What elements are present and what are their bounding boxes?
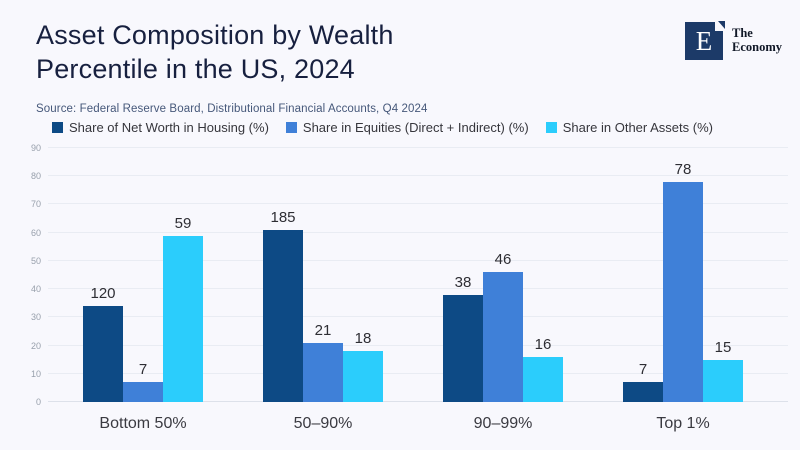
bar-cluster: 185 21 18	[263, 209, 383, 402]
bar-value-label: 46	[494, 251, 512, 269]
bar-group: 7 78 15	[593, 148, 773, 402]
bar-unit: 185	[263, 209, 303, 402]
bar-value-label: 21	[314, 321, 332, 339]
gridline	[48, 175, 788, 177]
bar	[343, 351, 383, 402]
y-tick-label: 70	[30, 199, 41, 210]
y-tick-label: 0	[35, 397, 41, 407]
bar-value-label: 78	[674, 160, 692, 178]
page-title-line2: Percentile in the US, 2024	[36, 54, 355, 84]
bar-unit: 16	[523, 336, 563, 402]
bar	[263, 229, 303, 402]
bar-group: 120 7 59	[53, 148, 233, 402]
bar	[663, 181, 703, 402]
bars-layer: 120 7 59 185 21 18 38 46 16 7 78 15	[53, 148, 773, 402]
bar-value-label: 15	[714, 338, 732, 356]
x-axis-label: Bottom 50%	[99, 415, 187, 432]
y-tick-label: 30	[30, 312, 41, 323]
bar-unit: 7	[623, 361, 663, 402]
source-note: Source: Federal Reserve Board, Distribut…	[36, 103, 428, 115]
legend-item: Share of Net Worth in Housing (%)	[52, 120, 269, 135]
y-tick-label: 20	[30, 340, 41, 351]
y-tick-label: 40	[30, 284, 41, 295]
logo-wordmark: The Economy	[732, 22, 782, 60]
gridline	[48, 344, 788, 346]
x-axis-label: Top 1%	[656, 415, 710, 432]
legend-label: Share in Equities (Direct + Indirect) (%…	[302, 120, 529, 135]
legend-item: Share in Other Assets (%)	[545, 120, 713, 135]
x-axis-label: 90–99%	[473, 415, 533, 432]
x-axis-label: 50–90%	[293, 415, 353, 432]
bar-unit: 21	[303, 322, 343, 402]
y-tick-label: 10	[30, 368, 41, 379]
bar	[703, 359, 743, 402]
brand-logo: E The Economy	[685, 19, 782, 60]
y-tick-label: 60	[30, 227, 41, 238]
page-title: Asset Composition by Wealth Percentile i…	[36, 18, 394, 86]
bar	[443, 294, 483, 402]
bar	[523, 356, 563, 402]
bar-cluster: 38 46 16	[443, 251, 563, 402]
bar-value-label: 18	[354, 330, 372, 348]
legend-label: Share of Net Worth in Housing (%)	[69, 120, 269, 135]
logo-notch-icon	[715, 19, 727, 31]
y-tick-label: 50	[30, 255, 41, 266]
gridline	[48, 401, 788, 402]
legend-swatch-icon	[285, 122, 297, 133]
bar-group: 38 46 16	[413, 148, 593, 402]
logo-mark: E	[685, 19, 727, 60]
bar-unit: 18	[343, 330, 383, 402]
bar-unit: 38	[443, 274, 483, 402]
gridline	[48, 259, 788, 261]
bar-value-label: 7	[138, 361, 148, 379]
legend-item: Share in Equities (Direct + Indirect) (%…	[285, 120, 529, 135]
gridline	[48, 203, 788, 205]
page-title-line1: Asset Composition by Wealth	[36, 20, 394, 50]
bar-value-label: 38	[454, 273, 472, 291]
bar-cluster: 120 7 59	[83, 214, 203, 402]
logo-word-line1: The	[732, 26, 753, 40]
bar	[623, 382, 663, 402]
bar	[123, 382, 163, 402]
gridline	[48, 147, 788, 148]
bar	[83, 306, 123, 402]
bar-unit: 15	[703, 339, 743, 402]
bar-unit: 120	[83, 285, 123, 402]
bar-unit: 59	[163, 214, 203, 402]
bar-unit: 78	[663, 161, 703, 402]
y-tick-label: 80	[30, 171, 41, 182]
legend-swatch-icon	[545, 122, 557, 133]
y-tick-label: 90	[30, 143, 41, 153]
bar	[303, 342, 343, 402]
bar-value-label: 120	[90, 285, 116, 303]
bar-value-label: 7	[638, 361, 648, 379]
bar	[483, 272, 523, 402]
x-axis-labels: Bottom 50% 50–90% 90–99% Top 1%	[53, 404, 773, 433]
logo-letter: E	[695, 25, 713, 56]
bar-cluster: 7 78 15	[623, 161, 743, 402]
gridline	[48, 231, 788, 233]
bar-value-label: 16	[534, 335, 552, 353]
chart-legend: Share of Net Worth in Housing (%) Share i…	[52, 120, 713, 135]
bar	[163, 235, 203, 402]
gridline	[48, 288, 788, 290]
bar-unit: 7	[123, 361, 163, 402]
plot-area: 0 10 20 30 40 50 60 70 80 90 120 7 59 185 21 18 38 46 16 7…	[31, 143, 788, 407]
bar-value-label: 59	[174, 214, 192, 232]
logo-word-line2: Economy	[732, 40, 782, 54]
bar-group: 185 21 18	[233, 148, 413, 402]
bar-unit: 46	[483, 251, 523, 402]
gridline	[48, 316, 788, 318]
bar-value-label: 185	[270, 208, 296, 226]
legend-label: Share in Other Assets (%)	[562, 120, 713, 135]
legend-swatch-icon	[52, 122, 63, 133]
gridline	[48, 372, 788, 374]
